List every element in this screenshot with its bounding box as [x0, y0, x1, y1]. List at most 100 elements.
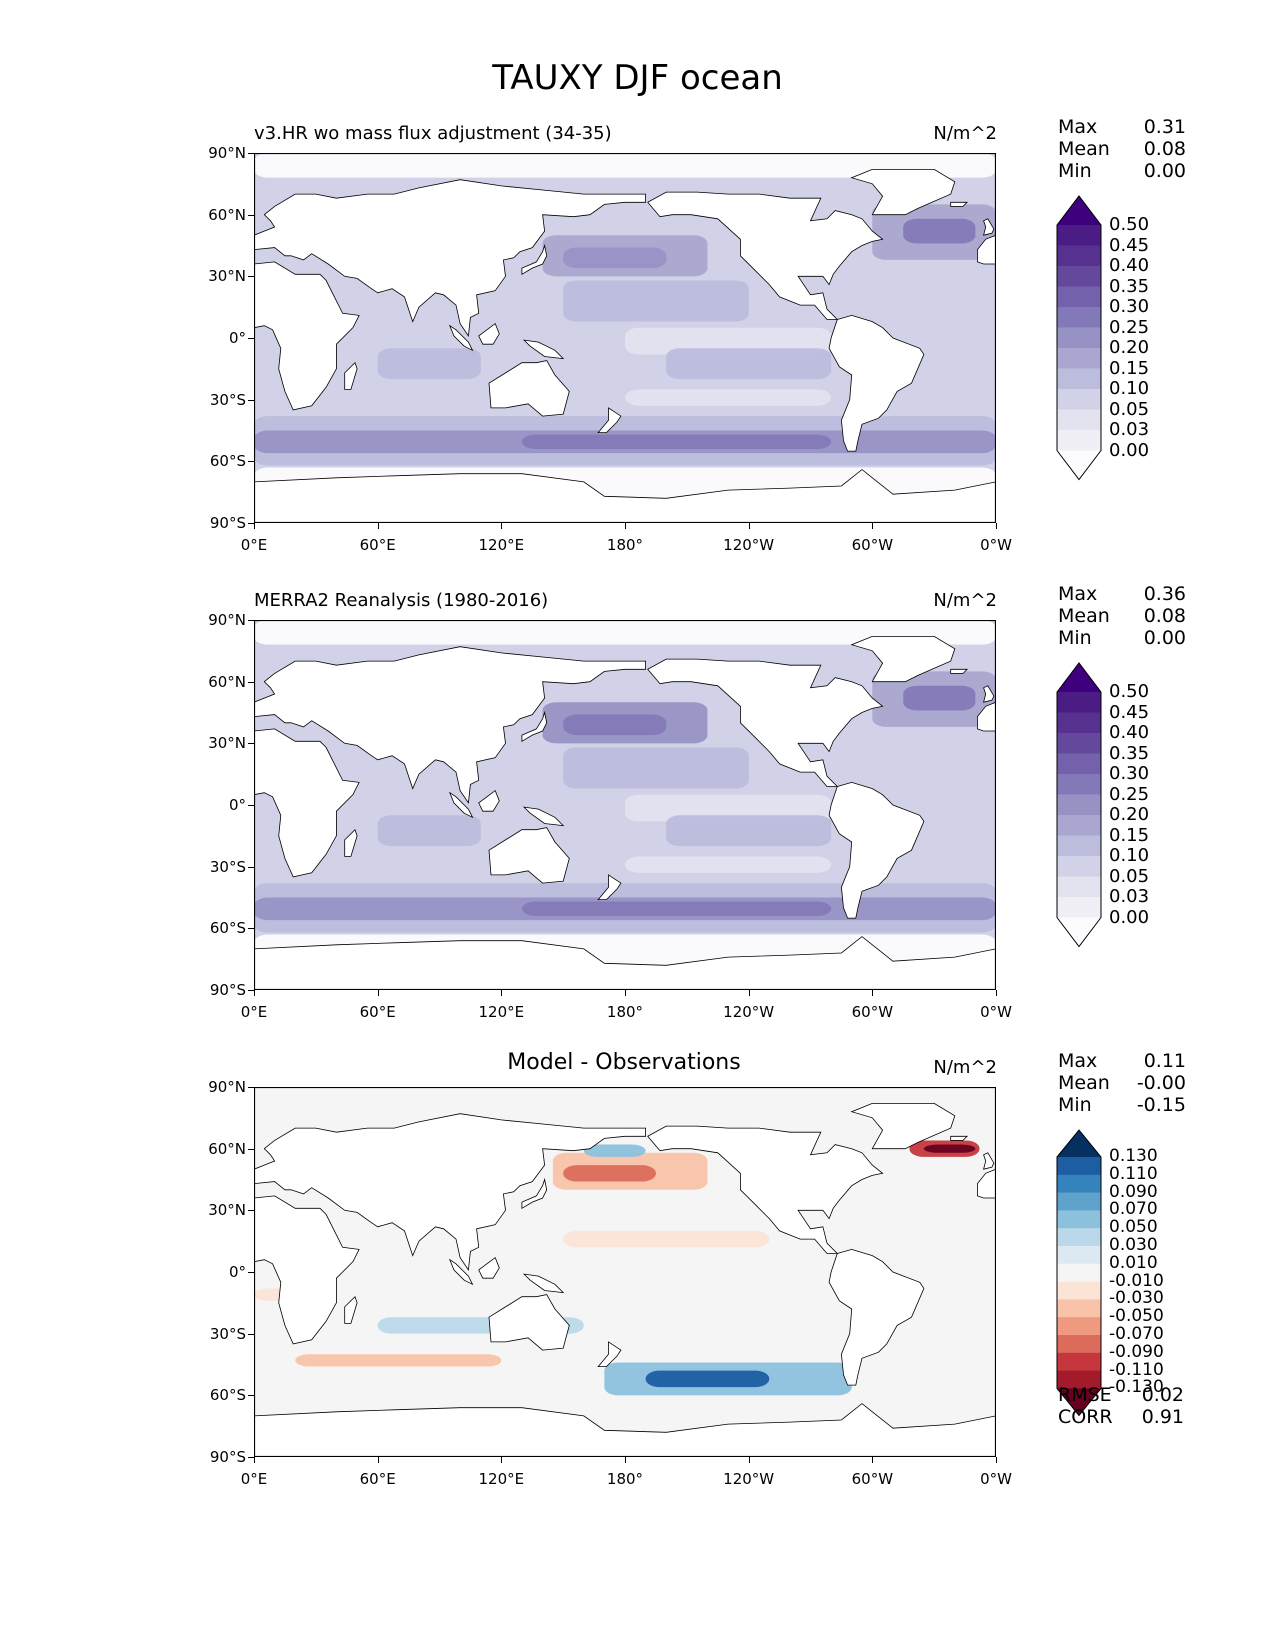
metric-key: RMSE [1058, 1384, 1112, 1406]
units-label: N/m^2 [933, 590, 997, 611]
x-tick-mark [377, 990, 379, 996]
stat-value: 0.08 [1143, 605, 1186, 627]
land-madagascar [344, 361, 358, 390]
panel-title: v3.HR wo mass flux adjustment (34-35) [254, 123, 612, 144]
y-tick-mark [248, 805, 254, 806]
x-tick-mark [501, 1457, 503, 1463]
colorbar-tick-label: 0.03 [1109, 886, 1150, 907]
colorbar-segment [1057, 876, 1101, 898]
colorbar-tick-label: 0.45 [1109, 234, 1150, 256]
colorbar-tick-label: 0.30 [1109, 296, 1150, 317]
colorbar-segment [1057, 815, 1101, 836]
x-tick-mark [748, 1457, 750, 1463]
colorbar-extend-min [1057, 1388, 1101, 1416]
stat-key: Mean [1058, 605, 1110, 627]
band-southern-pos-core [645, 1370, 770, 1388]
x-tick-mark [254, 990, 255, 996]
x-tick-mark [501, 990, 503, 996]
colorbar-tick-label: 0.25 [1109, 316, 1150, 338]
y-tick-label: 90°N [208, 611, 246, 629]
stat-mean: Mean 0.08 [1058, 138, 1186, 160]
colorbar-tick-label: 0.010 [1109, 1252, 1158, 1273]
land-iceland [950, 668, 969, 674]
map-plot [254, 1087, 996, 1457]
stat-value: -0.15 [1136, 1094, 1186, 1116]
y-tick-mark [248, 1087, 254, 1088]
metric-key: CORR [1058, 1406, 1113, 1428]
x-tick-mark [254, 523, 255, 529]
y-tick-mark [248, 990, 254, 991]
land-borneo [478, 322, 500, 345]
x-tick-label: 0°W [980, 1003, 1012, 1021]
colorbar-extend-max [1057, 1130, 1101, 1157]
land-iceland [950, 1135, 969, 1141]
x-tick-mark [748, 990, 750, 996]
colorbar-segment [1057, 753, 1101, 775]
stat-key: Max [1058, 1050, 1098, 1072]
colorbar-tick-label: 0.110 [1109, 1163, 1158, 1184]
panel-1: v3.HR wo mass flux adjustment (34-35) N/m… [0, 0, 1275, 554]
y-tick-mark [248, 214, 254, 216]
x-tick-label: 60°W [851, 536, 894, 554]
map-plot [254, 153, 996, 523]
land-new-guinea [522, 339, 565, 360]
y-tick-mark [248, 928, 254, 930]
stat-value: 0.00 [1143, 160, 1186, 182]
colorbar-outline [1056, 195, 1102, 481]
stat-value: 0.36 [1143, 583, 1186, 605]
land-britain [983, 1152, 995, 1170]
colorbar-tick-label: -0.090 [1109, 1341, 1164, 1362]
x-tick-label: 120°E [478, 1003, 525, 1021]
x-tick-mark [377, 1457, 379, 1463]
stat-min: Min 0.00 [1058, 627, 1186, 649]
x-tick-label: 180° [606, 536, 644, 554]
land-europe-west [977, 234, 996, 265]
x-tick-label: 60°W [851, 1470, 894, 1488]
x-tick-mark [996, 1457, 997, 1463]
land-new-guinea [522, 1273, 565, 1294]
panel-title: Model - Observations [507, 1050, 741, 1075]
colorbar-tick-label: 0.030 [1109, 1235, 1158, 1255]
x-tick-mark [625, 1457, 626, 1463]
y-tick-mark [248, 523, 254, 524]
map-frame [254, 153, 996, 523]
y-tick-label: 60°S [209, 919, 246, 938]
band-indian-trades [377, 815, 481, 847]
y-tick-mark [248, 399, 254, 401]
stat-value: -0.00 [1136, 1072, 1186, 1094]
colorbar-tick-label: 0.130 [1109, 1146, 1158, 1166]
land-africa-europe-asia [254, 728, 360, 878]
colorbar-tick-label: -0.130 [1109, 1377, 1164, 1398]
panel-title: MERRA2 Reanalysis (1980-2016) [254, 590, 549, 611]
colorbar-tick-label: 0.25 [1109, 783, 1150, 805]
land-antarctica [254, 936, 996, 990]
y-tick-label: 90°S [209, 1448, 246, 1466]
band-north-atlantic-neg-core [923, 1144, 976, 1153]
stat-key: Min [1058, 1094, 1092, 1116]
land-japan [521, 243, 548, 276]
colorbar-tick-label: 0.10 [1109, 378, 1150, 399]
colorbar-tick-label: 0.35 [1109, 275, 1150, 297]
band-southern-indian-neg [295, 1354, 502, 1367]
metric-corr: CORR 0.91 [1058, 1406, 1184, 1428]
colorbar-segment [1057, 1352, 1101, 1372]
colorbar-segment [1057, 1263, 1101, 1283]
band-north-atlantic-core [903, 685, 976, 711]
land-greenland [850, 1103, 956, 1150]
colorbar-tick-label: -0.030 [1109, 1288, 1164, 1309]
colorbar-segment [1057, 225, 1101, 246]
colorbar [1056, 1129, 1102, 1417]
stat-mean: Mean -0.00 [1058, 1072, 1186, 1094]
colorbar-segment [1057, 712, 1101, 734]
map-frame [254, 620, 996, 990]
land-africa-europe-asia [254, 1195, 360, 1345]
band-south-pacific-trades [666, 815, 832, 847]
land-borneo [478, 1256, 500, 1279]
land-japan [521, 1177, 548, 1210]
colorbar [1056, 195, 1102, 481]
x-tick-mark [872, 1457, 874, 1463]
x-tick-label: 120°E [478, 1470, 525, 1488]
y-tick-label: 0° [228, 329, 246, 347]
y-tick-mark [248, 743, 254, 745]
y-tick-label: 30°S [209, 857, 246, 876]
